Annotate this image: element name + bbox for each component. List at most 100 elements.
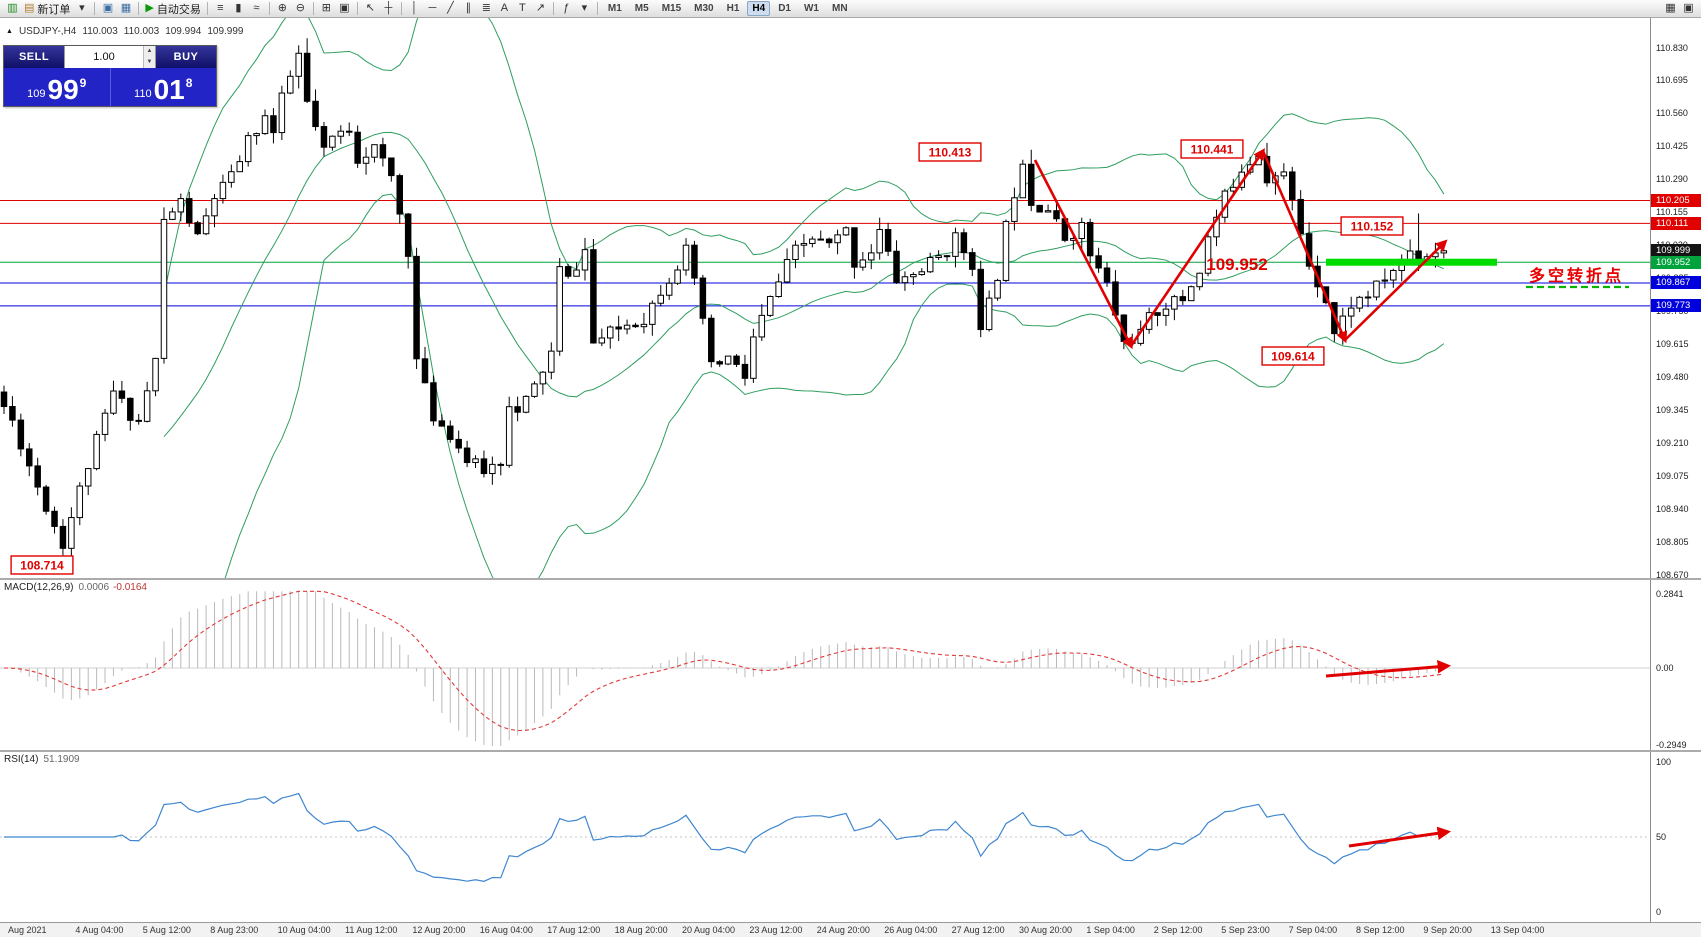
zoom-out-icon[interactable]: ⊖ [292, 1, 309, 17]
time-axis[interactable]: Aug 2021 4 Aug 04:00 5 Aug 12:00 8 Aug 23:0… [0, 922, 1701, 937]
candle-body [278, 92, 286, 134]
volume-up-icon[interactable]: ▲ [144, 46, 155, 57]
new-order-button[interactable]: ▤ 新订单 [22, 1, 72, 17]
window-list-icon[interactable]: ▣ [1680, 1, 1697, 17]
candle-body [68, 517, 75, 549]
trend-arrow[interactable] [1344, 239, 1448, 341]
indicators-dropdown-icon: ▾ [581, 2, 588, 14]
candle-body [1390, 269, 1397, 281]
horizontal-line-icon[interactable]: ─ [424, 1, 441, 17]
volume-down-icon[interactable]: ▼ [144, 57, 155, 68]
candle-body [287, 75, 294, 94]
rsi-canvas[interactable] [0, 752, 1650, 922]
indicators-icon[interactable]: ƒ [558, 1, 575, 17]
zoom-in-icon[interactable]: ⊕ [274, 1, 291, 17]
candle-body [270, 115, 277, 134]
candle-body [665, 282, 673, 296]
rsi-scale[interactable]: 100 50 0 [1650, 752, 1701, 922]
candle-body [430, 382, 437, 422]
candle-body [910, 274, 917, 278]
vertical-line-icon: │ [410, 2, 418, 14]
candlestick-chart-icon[interactable]: ▮ [230, 1, 247, 17]
candle-body [413, 255, 420, 360]
volume-field[interactable]: 1.00 ▲ ▼ [64, 46, 156, 68]
trendline-icon[interactable]: ╱ [442, 1, 459, 17]
label-tool-icon[interactable]: T [514, 1, 531, 17]
candle-body [674, 269, 681, 284]
zoom-out-icon: ⊖ [295, 2, 305, 14]
candle-body [1162, 308, 1170, 316]
crosshair-icon[interactable]: ┼ [380, 1, 397, 17]
candle-body [312, 100, 319, 128]
timeframe-button-H4[interactable]: H4 [747, 1, 771, 16]
bar-chart-icon[interactable]: ≡ [212, 1, 229, 17]
price-tick: 110.155 [1656, 207, 1688, 218]
timeframe-button-H1[interactable]: H1 [726, 3, 740, 14]
price-label-box[interactable] [10, 555, 74, 575]
macd-canvas[interactable] [0, 580, 1650, 750]
main-chart-canvas[interactable]: 110.413 110.441 110.152 109.952 109.614 108.7… [0, 18, 1650, 578]
trend-arrow[interactable] [1033, 159, 1133, 350]
price-tick: 109.480 [1656, 371, 1689, 382]
sell-price-prefix: 109 [27, 88, 46, 100]
timeframe-button-M30[interactable]: M30 [694, 3, 714, 14]
candle-body [143, 390, 151, 422]
timeframe-button-M1[interactable]: M1 [607, 3, 622, 14]
price-label-box[interactable] [1340, 216, 1404, 236]
trend-arrow[interactable] [1261, 150, 1348, 344]
buy-button[interactable]: BUY [156, 46, 216, 68]
macd-title: MACD(12,26,9) 0.0006 -0.0164 [4, 582, 147, 593]
timeframe-button-D1[interactable]: D1 [778, 3, 791, 14]
price-label-box[interactable] [918, 142, 982, 162]
volume-stepper: ▲ ▼ [143, 46, 155, 68]
timeframe-button-W1[interactable]: W1 [803, 3, 819, 14]
macd-scale-tick: -0.2949 [1656, 740, 1687, 750]
new-window-icon[interactable]: ▦ [1662, 1, 1679, 17]
fibonacci-icon[interactable]: ≣ [478, 1, 495, 17]
indicators-dropdown-icon[interactable]: ▾ [576, 1, 593, 17]
autotrading-button[interactable]: ▶ 自动交易 [143, 1, 202, 17]
buy-price-prefix: 110 [134, 88, 152, 100]
price-label-text[interactable]: 109.952 [1206, 255, 1267, 274]
autotrading-icon: ▶ [145, 2, 154, 14]
symbol-chart-icon[interactable]: ▥ [4, 1, 21, 17]
volume-value[interactable]: 1.00 [93, 51, 115, 63]
candle-body [303, 52, 311, 102]
macd-panel: MACD(12,26,9) 0.0006 -0.0164 0.2841 0.00 -0.… [0, 578, 1701, 750]
cursor-icon[interactable]: ↖ [362, 1, 379, 17]
rsi-trend-arrow[interactable] [1348, 826, 1452, 848]
macd-scale[interactable]: 0.2841 0.00 -0.2949 [1650, 580, 1701, 750]
profiles-icon[interactable]: ▦ [117, 1, 134, 17]
support-zone-bar[interactable] [1326, 258, 1497, 266]
text-tool-icon[interactable]: A [496, 1, 513, 17]
candle-body [295, 52, 302, 77]
price-label-box[interactable] [1180, 139, 1244, 159]
symbol-name: USDJPY-,H4 [18, 26, 77, 37]
tile-windows-icon: ⊞ [321, 2, 331, 14]
price-scale[interactable]: 110.830 110.695 110.560 110.425 110.290 110.1… [1650, 18, 1701, 580]
timeframe-button-M15[interactable]: M15 [661, 3, 682, 14]
trend-arrow[interactable] [1129, 148, 1265, 347]
price-label-box[interactable] [1261, 346, 1325, 366]
arrow-tool-icon[interactable]: ↗ [532, 1, 549, 17]
open-chart-icon[interactable]: ▣ [99, 1, 116, 17]
line-chart-icon[interactable]: ≈ [248, 1, 265, 17]
candle-body [868, 252, 875, 261]
buy-price-panel[interactable]: 110 01 8 [111, 68, 217, 106]
auto-arrange-icon[interactable]: ▣ [336, 1, 353, 17]
timeframe-button-M5[interactable]: M5 [634, 3, 649, 14]
candle-body [1297, 198, 1304, 235]
tile-windows-icon[interactable]: ⊞ [318, 1, 335, 17]
annotation-turning-point[interactable]: 多空转折点 [1529, 266, 1624, 285]
symbol-high: 110.003 [123, 26, 160, 37]
candle-body [236, 161, 244, 173]
sell-button[interactable]: SELL [4, 46, 64, 68]
sell-price-panel[interactable]: 109 99 9 [4, 68, 111, 106]
timeframe-button-MN[interactable]: MN [831, 3, 848, 14]
macd-trend-arrow[interactable] [1325, 660, 1452, 678]
channel-icon[interactable]: ∥ [460, 1, 477, 17]
candle-body [379, 144, 387, 159]
candle-body [329, 135, 336, 148]
vertical-line-icon[interactable]: │ [406, 1, 423, 17]
new-order-dropdown-icon[interactable]: ▾ [73, 1, 90, 17]
